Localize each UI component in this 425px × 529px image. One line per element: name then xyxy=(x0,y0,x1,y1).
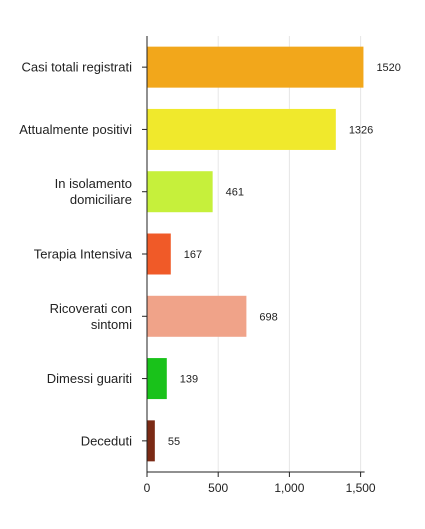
data-label: 139 xyxy=(180,374,198,386)
bar xyxy=(147,358,167,400)
category-label: Deceduti xyxy=(81,433,132,448)
data-label: 1326 xyxy=(349,124,373,136)
x-tick-label: 1,500 xyxy=(346,481,376,495)
bar xyxy=(147,46,364,88)
data-label: 461 xyxy=(226,187,244,199)
category-label: Attualmente positivi xyxy=(19,122,132,137)
category-label: In isolamento xyxy=(55,176,132,191)
x-tick-label: 0 xyxy=(144,481,151,495)
x-tick-label: 500 xyxy=(208,481,228,495)
category-label: Casi totali registrati xyxy=(21,60,132,75)
bar xyxy=(147,108,336,150)
data-label: 1520 xyxy=(376,62,400,74)
category-label: domiciliare xyxy=(70,192,132,207)
data-label: 698 xyxy=(259,311,277,323)
category-label: Dimessi guariti xyxy=(47,371,132,386)
bar xyxy=(147,171,213,213)
bar xyxy=(147,233,171,275)
category-label: Terapia Intensiva xyxy=(34,247,133,262)
data-label: 55 xyxy=(168,436,180,448)
bar xyxy=(147,420,155,462)
data-label: 167 xyxy=(184,249,202,261)
category-label: Ricoverati con xyxy=(50,301,132,316)
x-tick-label: 1,000 xyxy=(274,481,304,495)
category-label: sintomi xyxy=(91,317,132,332)
bar xyxy=(147,295,247,337)
